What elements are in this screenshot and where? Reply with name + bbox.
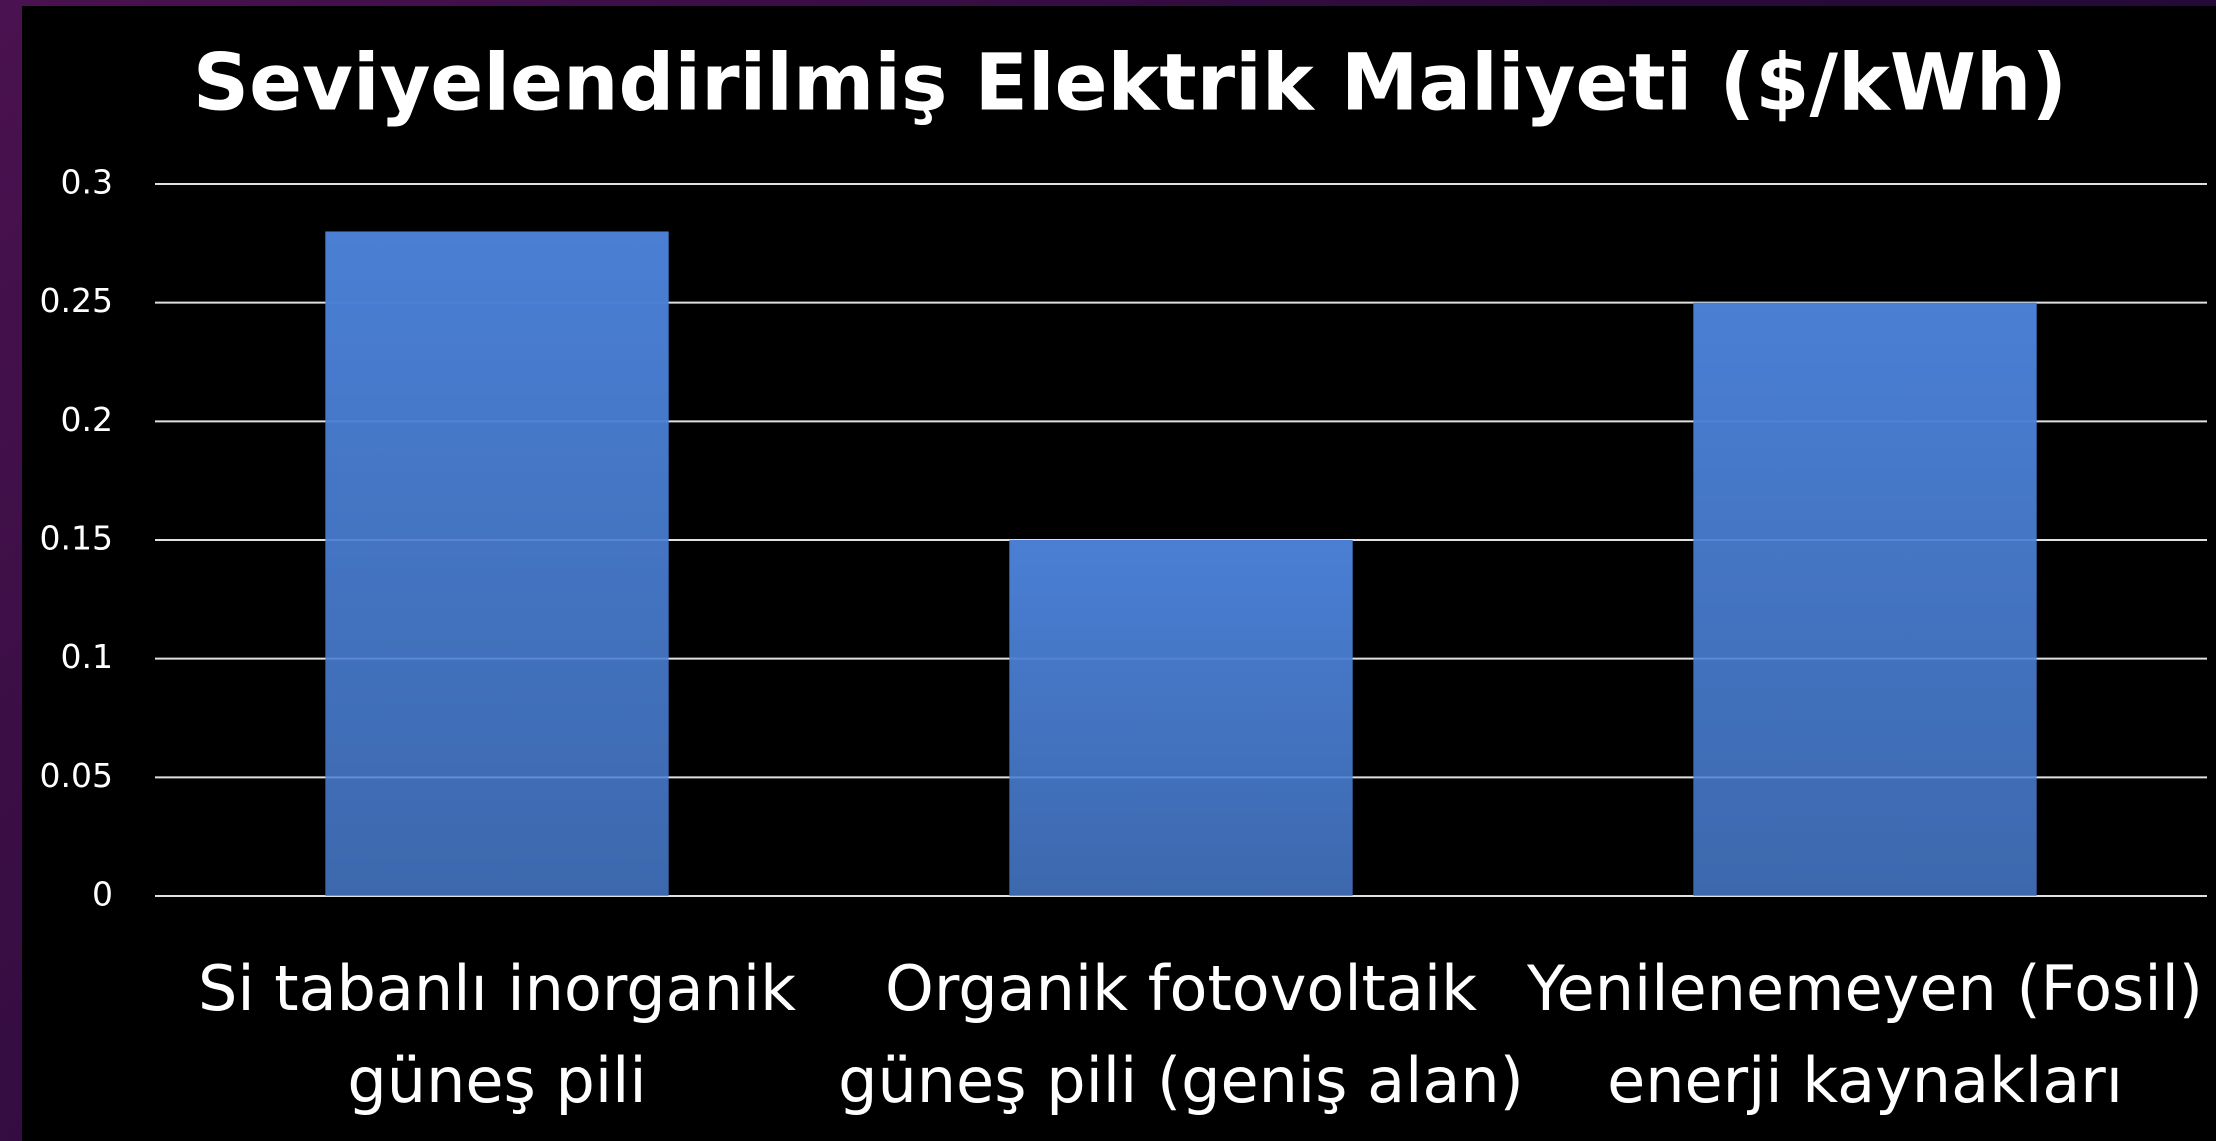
bar (1693, 302, 2037, 897)
x-tick-label: Yenilenemeyen (Fosil) (1526, 952, 2203, 1025)
x-tick-label: güneş pili (347, 1044, 646, 1117)
y-tick-label: 0 (92, 875, 113, 914)
y-tick-label: 0.25 (40, 281, 113, 320)
bar (1009, 540, 1353, 896)
y-tick-label: 0.3 (61, 163, 113, 202)
y-tick-label: 0.2 (61, 400, 113, 439)
bar (325, 231, 669, 896)
chart-title: Seviyelendirilmiş Elektrik Maliyeti ($/k… (193, 38, 2067, 128)
y-tick-label: 0.15 (40, 519, 113, 558)
x-tick-label: enerji kaynakları (1607, 1044, 2123, 1117)
x-tick-label: Si tabanlı inorganik (198, 952, 796, 1025)
x-tick-label: güneş pili (geniş alan) (838, 1044, 1524, 1117)
x-tick-label: Organik fotovoltaik (885, 952, 1477, 1025)
y-tick-label: 0.05 (40, 756, 113, 795)
y-tick-label: 0.1 (61, 637, 113, 676)
